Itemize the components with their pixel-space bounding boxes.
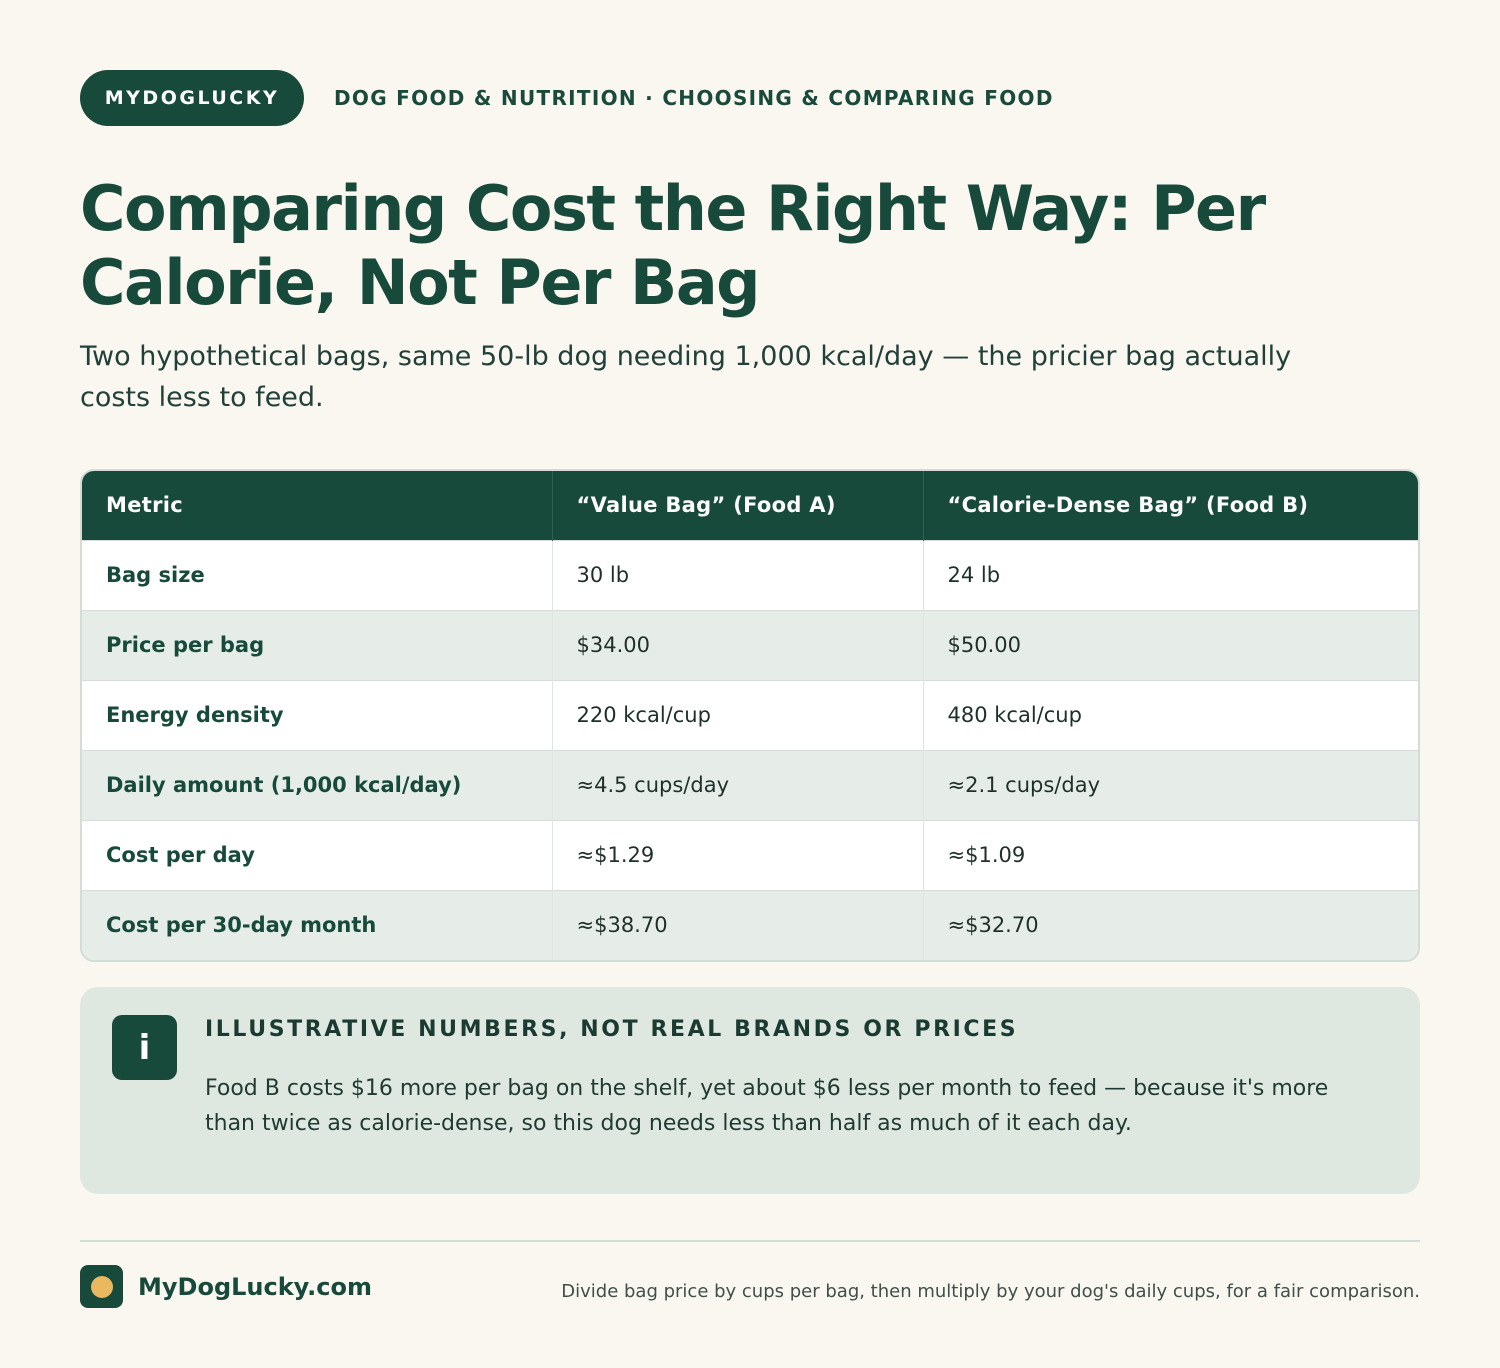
table-row: Energy density 220 kcal/cup 480 kcal/cup <box>82 679 1418 750</box>
breadcrumb[interactable]: DOG FOOD & NUTRITION · CHOOSING & COMPAR… <box>334 86 1054 110</box>
food-b-cell: 480 kcal/cup <box>922 679 1418 750</box>
footer-brand[interactable]: MyDogLucky.com <box>80 1265 372 1308</box>
logo-dot <box>90 1275 113 1298</box>
metric-cell: Cost per day <box>82 819 552 890</box>
food-b-cell: $50.00 <box>922 609 1418 680</box>
info-callout: i ILLUSTRATIVE NUMBERS, NOT REAL BRANDS … <box>80 987 1420 1194</box>
food-a-cell: ≈$1.29 <box>551 819 923 890</box>
footer-divider <box>80 1240 1420 1242</box>
metric-cell: Cost per 30-day month <box>82 889 552 960</box>
paw-logo-icon <box>80 1265 123 1308</box>
food-a-cell: ≈$38.70 <box>551 889 923 960</box>
food-b-cell: 24 lb <box>922 539 1418 610</box>
header-bar: MYDOGLUCKY DOG FOOD & NUTRITION · CHOOSI… <box>80 70 1054 126</box>
table-row: Cost per day ≈$1.29 ≈$1.09 <box>82 819 1418 890</box>
table-header-row: Metric “Value Bag” (Food A) “Calorie-Den… <box>82 471 1418 540</box>
page-subtitle: Two hypothetical bags, same 50-lb dog ne… <box>80 341 1292 413</box>
comparison-table: Metric “Value Bag” (Food A) “Calorie-Den… <box>80 469 1420 962</box>
column-header-food-b: “Calorie-Dense Bag” (Food B) <box>922 471 1418 540</box>
food-a-cell: $34.00 <box>551 609 923 680</box>
food-b-cell: ≈2.1 cups/day <box>922 749 1418 820</box>
food-b-cell: ≈$32.70 <box>922 889 1418 960</box>
page-title: Comparing Cost the Right Way: Per Calori… <box>80 172 1266 319</box>
footer-note: Divide bag price by cups per bag, then m… <box>561 1281 1420 1302</box>
callout-body: Food B costs $16 more per bag on the she… <box>205 1076 1329 1136</box>
metric-cell: Bag size <box>82 539 552 610</box>
info-icon: i <box>112 1015 177 1080</box>
column-header-food-a: “Value Bag” (Food A) <box>551 471 923 540</box>
table-row: Cost per 30-day month ≈$38.70 ≈$32.70 <box>82 889 1418 960</box>
food-a-cell: 220 kcal/cup <box>551 679 923 750</box>
table-row: Daily amount (1,000 kcal/day) ≈4.5 cups/… <box>82 749 1418 820</box>
callout-heading: ILLUSTRATIVE NUMBERS, NOT REAL BRANDS OR… <box>205 1017 1019 1042</box>
food-a-cell: ≈4.5 cups/day <box>551 749 923 820</box>
table-row: Price per bag $34.00 $50.00 <box>82 609 1418 680</box>
table-row: Bag size 30 lb 24 lb <box>82 539 1418 610</box>
metric-cell: Energy density <box>82 679 552 750</box>
metric-cell: Price per bag <box>82 609 552 680</box>
food-b-cell: ≈$1.09 <box>922 819 1418 890</box>
food-a-cell: 30 lb <box>551 539 923 610</box>
brand-pill[interactable]: MYDOGLUCKY <box>80 70 304 126</box>
site-name-link[interactable]: MyDogLucky.com <box>138 1272 372 1301</box>
metric-cell: Daily amount (1,000 kcal/day) <box>82 749 552 820</box>
column-header-metric: Metric <box>82 471 552 540</box>
